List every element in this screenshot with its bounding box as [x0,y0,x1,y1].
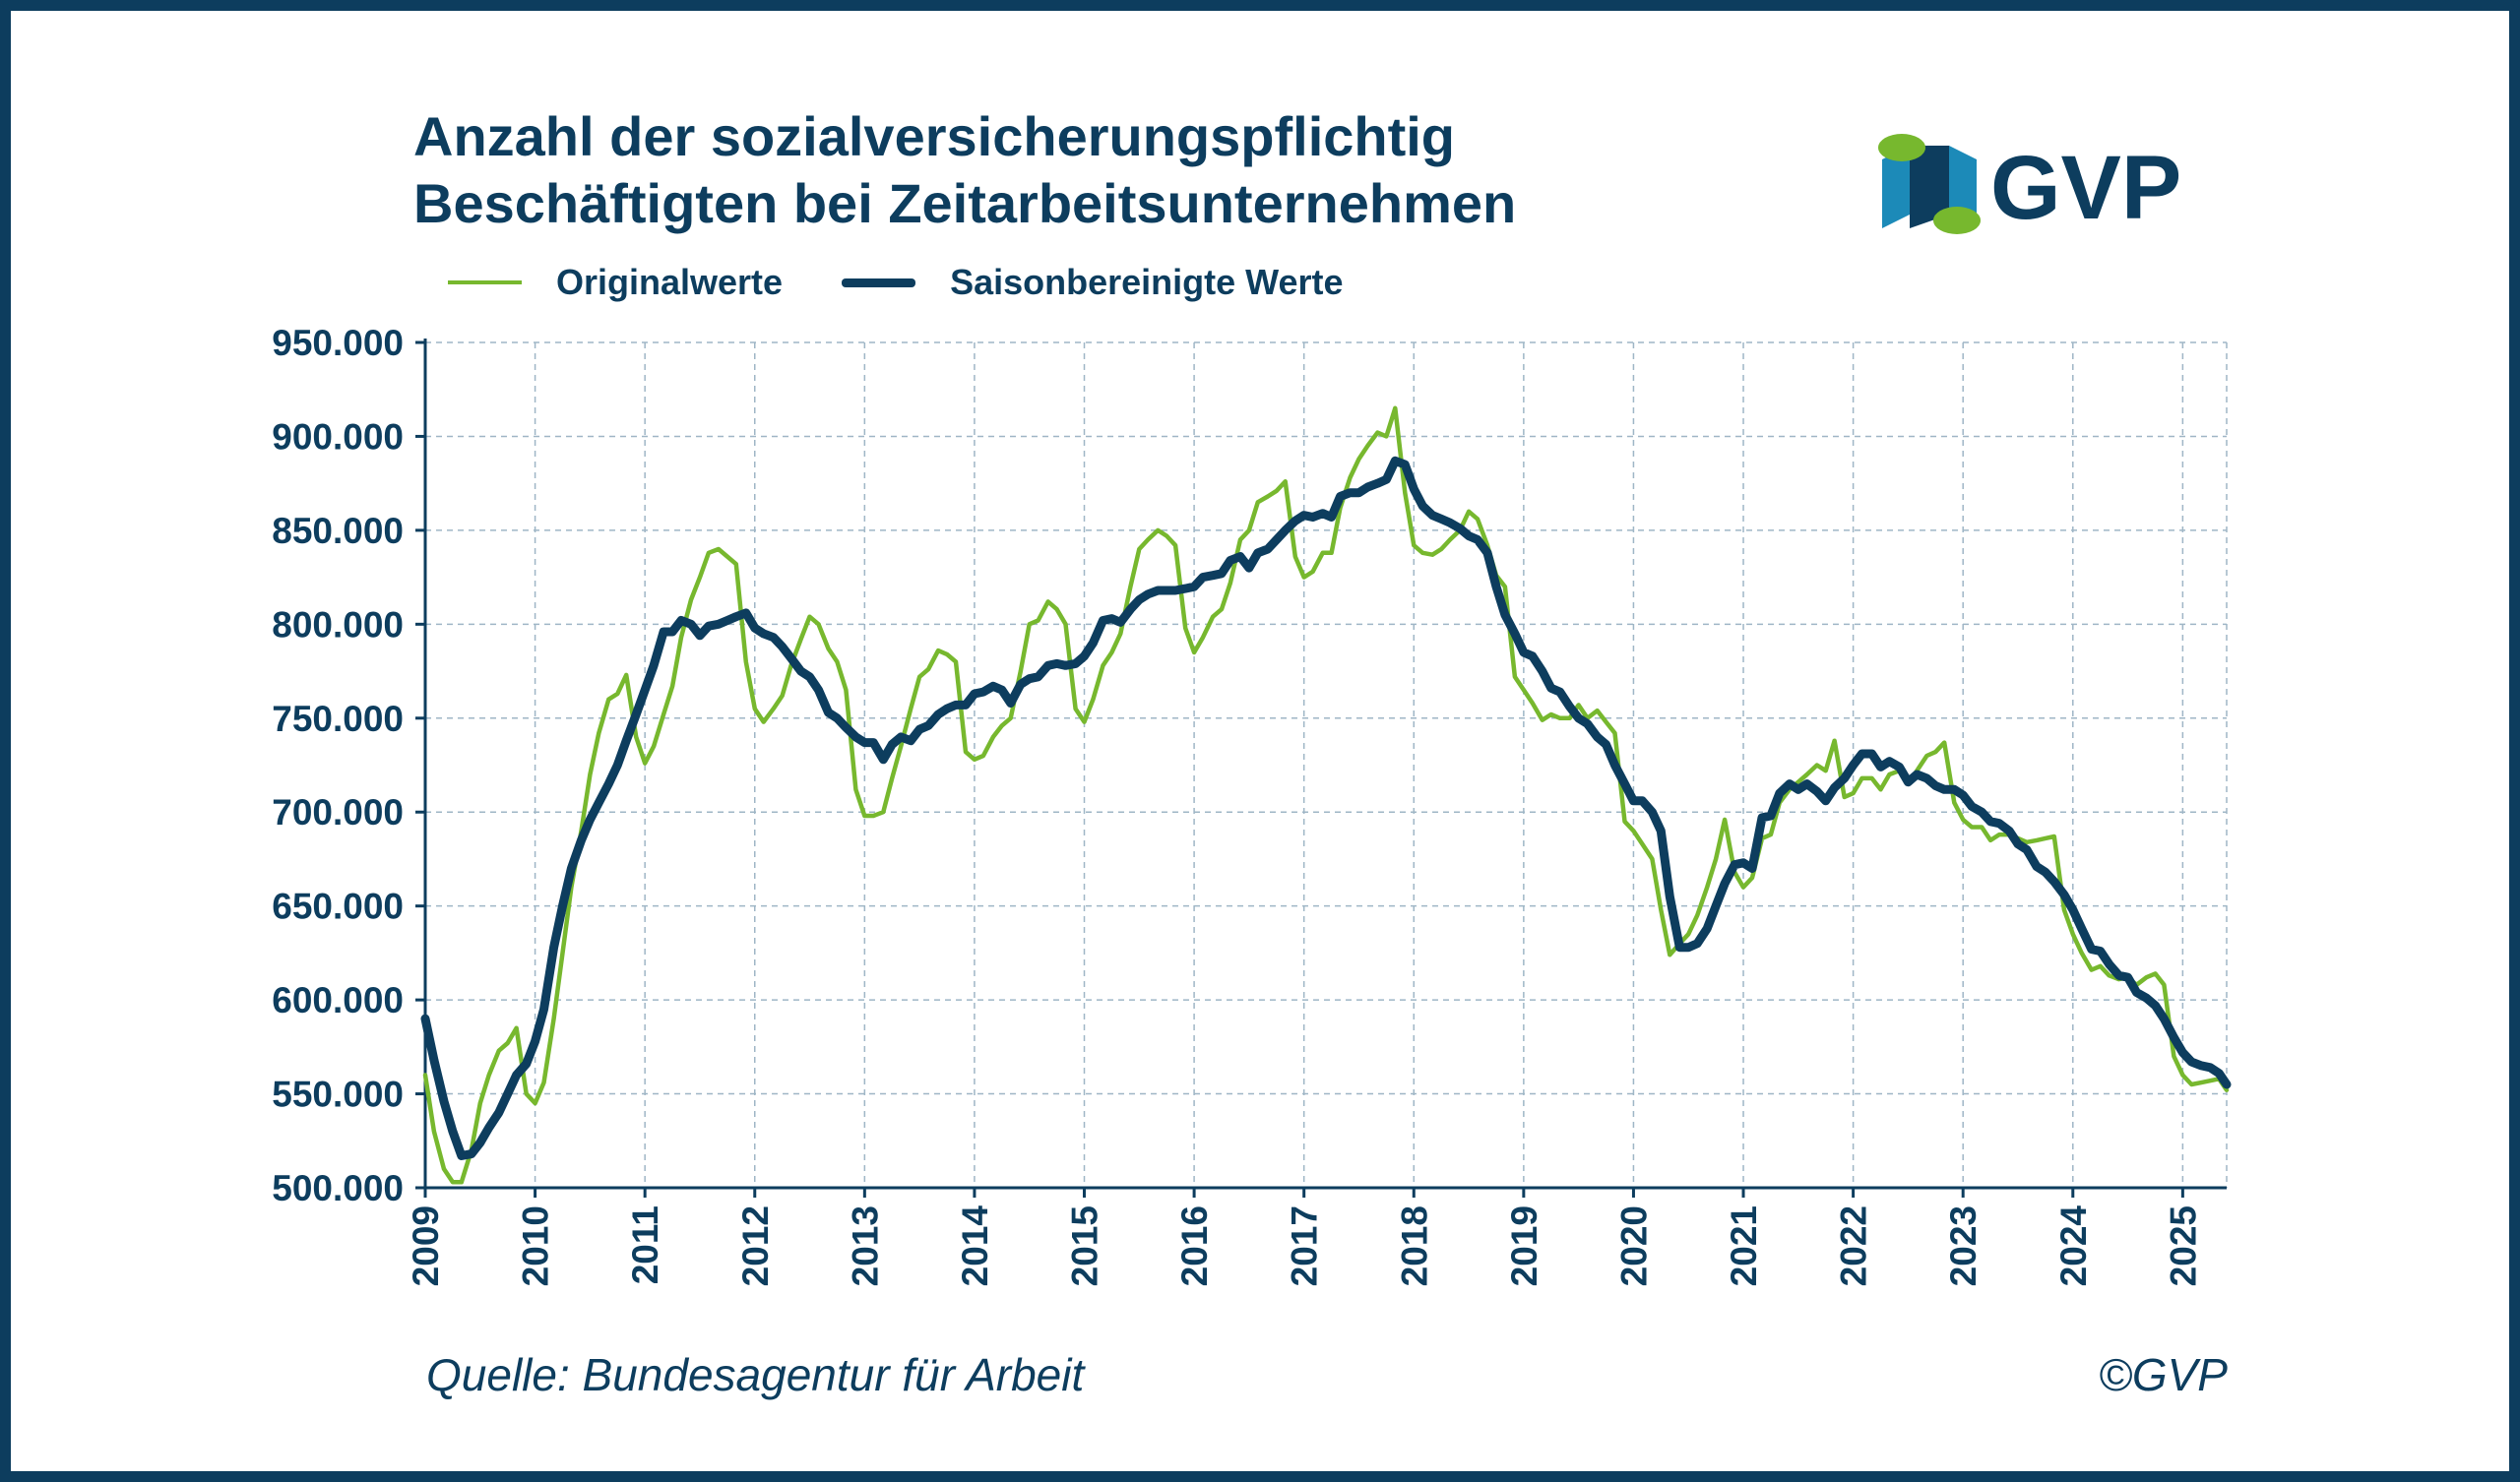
y-tick-label: 900.000 [272,416,404,457]
x-tick-label: 2021 [1724,1205,1764,1286]
x-tick-label: 2017 [1285,1205,1325,1286]
y-tick-label: 550.000 [272,1075,404,1115]
source-note: Quelle: Bundesagentur für Arbeit [426,1349,1085,1400]
y-tick-label: 600.000 [272,980,404,1020]
x-tick-label: 2014 [955,1205,995,1287]
x-tick-label: 2019 [1504,1205,1544,1286]
chart-legend: Originalwerte Saisonbereinigte Werte [448,258,1344,307]
copyright-note: ©GVP [2098,1349,2228,1400]
legend-label-original: Originalwerte [556,262,784,302]
x-tick-label: 2013 [845,1205,885,1286]
x-tick-label: 2011 [625,1205,665,1284]
y-tick-label: 950.000 [272,323,404,363]
y-tick-label: 850.000 [272,511,404,551]
series-line-saisonbereinigt [420,456,2232,1160]
x-tick-label: 2020 [1613,1205,1654,1286]
legend-item-saisonbereinigt: Saisonbereinigte Werte [842,262,1344,303]
logo-green-leaf-bottom [1933,207,1981,234]
legend-label-saisonbereinigt: Saisonbereinigte Werte [950,262,1344,302]
legend-swatch-original [448,280,522,284]
logo-left-cube-face [1882,146,1910,228]
legend-swatch-saisonbereinigt [842,278,916,287]
x-tick-label: 2015 [1065,1205,1105,1286]
logo-right-cube-face [1949,146,1977,215]
logo-text: GVP [1990,138,2181,238]
x-tick-label: 2010 [516,1205,556,1286]
y-tick-label: 750.000 [272,699,404,739]
y-tick-label: 500.000 [272,1168,404,1208]
logo-green-leaf-top [1878,134,1925,161]
line-chart: 500.000 550.000 600.000 650.000 700.000 750.0… [272,323,2232,1287]
x-tick-label: 2023 [1943,1205,1984,1286]
x-tick-label: 2024 [2053,1205,2094,1287]
chart-frame [11,11,2509,1471]
series-line-original [422,405,2230,1185]
y-tick-label: 800.000 [272,604,404,645]
x-tick-label: 2025 [2163,1205,2203,1286]
chart-title-line2: Beschäftigten bei Zeitarbeitsunternehmen [413,172,1517,234]
x-tick-label: 2022 [1834,1205,1874,1286]
gvp-logo: GVP [1878,134,2181,238]
chart-title-line1: Anzahl der sozialversicherungspflichtig [413,105,1456,167]
y-tick-label: 650.000 [272,887,404,927]
y-tick-label: 700.000 [272,792,404,833]
x-tick-label: 2016 [1174,1205,1215,1286]
x-tick-label: 2012 [735,1205,776,1286]
chart-title: Anzahl der sozialversicherungspflichtig … [413,103,1516,237]
x-tick-label: 2009 [406,1205,446,1286]
legend-item-original: Originalwerte [448,262,783,303]
logo-middle-face [1910,146,1949,228]
x-tick-label: 2018 [1394,1205,1434,1286]
